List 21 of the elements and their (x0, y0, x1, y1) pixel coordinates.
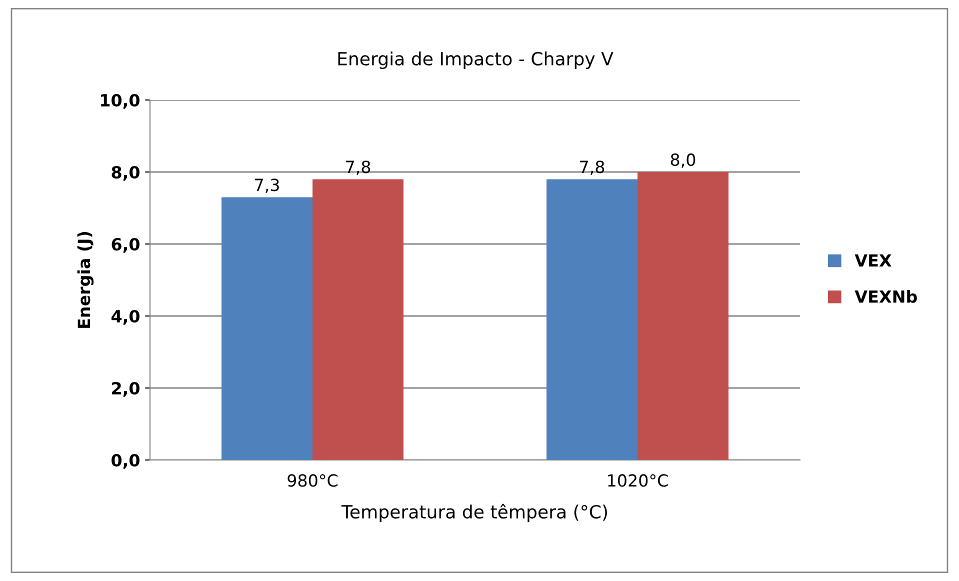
data-label: 7,8 (346, 160, 370, 175)
bar (222, 197, 312, 460)
bar (546, 179, 638, 460)
data-label: 7,3 (255, 178, 279, 193)
chart-title: Energia de Impacto - Charpy V (338, 52, 614, 70)
y-tick-label: 4,0 (112, 310, 140, 325)
data-label: 7,8 (580, 160, 604, 175)
legend-label: VEX (854, 254, 892, 267)
data-label: 8,0 (670, 153, 696, 168)
y-tick-label: 8,0 (112, 166, 140, 181)
y-tick-label: 6,0 (112, 238, 140, 253)
y-axis-title: Energia (J) (77, 232, 94, 328)
y-tick-label: 2,0 (112, 382, 140, 397)
legend-label: VEXNb (854, 290, 917, 303)
y-tick-label: 0,0 (112, 454, 140, 469)
bar (638, 172, 728, 460)
x-tick-label: 980°C (288, 474, 338, 487)
y-tick-label: 10,0 (101, 94, 140, 109)
x-axis-title: Temperatura de têmpera (°C) (341, 504, 607, 522)
bar (312, 179, 404, 460)
x-tick-label: 1020°C (608, 474, 668, 487)
